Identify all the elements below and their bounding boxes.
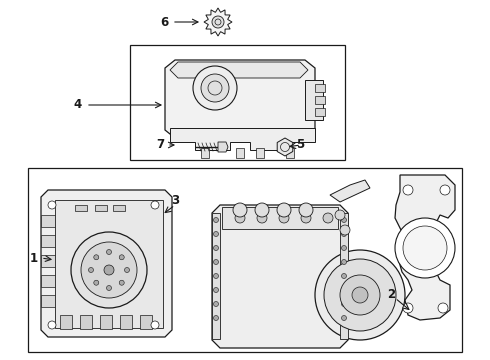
Circle shape (94, 255, 99, 260)
Circle shape (342, 288, 346, 292)
Bar (41, 215, 55, 227)
Circle shape (342, 274, 346, 279)
Circle shape (94, 280, 99, 285)
Circle shape (71, 232, 147, 308)
Text: 7: 7 (156, 139, 164, 152)
Polygon shape (218, 142, 228, 152)
Circle shape (342, 302, 346, 306)
Bar (55, 200, 163, 328)
Circle shape (89, 267, 94, 273)
Circle shape (342, 217, 346, 222)
Circle shape (214, 246, 219, 251)
Polygon shape (170, 62, 308, 78)
Circle shape (257, 213, 267, 223)
Circle shape (335, 210, 345, 220)
Circle shape (403, 226, 447, 270)
Circle shape (124, 267, 129, 273)
Bar (305, 80, 323, 120)
Circle shape (340, 225, 350, 235)
Circle shape (340, 275, 380, 315)
Circle shape (233, 203, 247, 217)
Bar (130, 45, 345, 160)
Polygon shape (165, 60, 315, 138)
Circle shape (214, 260, 219, 265)
Polygon shape (330, 180, 370, 202)
Circle shape (279, 213, 289, 223)
Circle shape (342, 315, 346, 320)
Circle shape (151, 201, 159, 209)
Bar (60, 315, 72, 329)
Bar (256, 148, 264, 158)
Bar (113, 205, 125, 211)
Bar (80, 315, 92, 329)
Bar (100, 315, 112, 329)
Bar (120, 315, 132, 329)
Circle shape (214, 302, 219, 306)
Bar (140, 315, 152, 329)
Circle shape (323, 213, 333, 223)
Circle shape (214, 315, 219, 320)
Text: 5: 5 (296, 139, 304, 152)
Circle shape (301, 213, 311, 223)
Circle shape (277, 203, 291, 217)
Bar (222, 207, 338, 229)
Circle shape (352, 287, 368, 303)
Circle shape (235, 213, 245, 223)
Circle shape (395, 218, 455, 278)
Circle shape (48, 321, 56, 329)
Bar (212, 213, 220, 339)
Bar (41, 275, 55, 287)
Polygon shape (395, 175, 455, 320)
Text: 4: 4 (74, 99, 82, 112)
Circle shape (214, 274, 219, 279)
Bar (236, 148, 244, 158)
Circle shape (324, 259, 396, 331)
Circle shape (214, 231, 219, 237)
Bar (315, 96, 325, 104)
Polygon shape (212, 205, 348, 348)
Circle shape (214, 217, 219, 222)
Bar (340, 213, 348, 339)
Circle shape (440, 185, 450, 195)
Circle shape (81, 242, 137, 298)
Text: 6: 6 (160, 15, 168, 28)
Polygon shape (41, 190, 172, 337)
Circle shape (214, 288, 219, 292)
Circle shape (201, 74, 229, 102)
Circle shape (119, 255, 124, 260)
Circle shape (106, 249, 112, 255)
Bar (286, 148, 294, 158)
Circle shape (119, 280, 124, 285)
Circle shape (342, 260, 346, 265)
Circle shape (438, 303, 448, 313)
Circle shape (255, 203, 269, 217)
Circle shape (342, 231, 346, 237)
Circle shape (151, 321, 159, 329)
Circle shape (48, 201, 56, 209)
Circle shape (315, 250, 405, 340)
Bar (315, 84, 325, 92)
Circle shape (403, 303, 413, 313)
Polygon shape (204, 8, 232, 36)
Bar (41, 255, 55, 267)
Circle shape (106, 285, 112, 291)
Polygon shape (170, 128, 315, 150)
Bar (41, 235, 55, 247)
Bar (75, 205, 87, 211)
Text: 2: 2 (387, 288, 395, 302)
Polygon shape (277, 138, 293, 156)
Text: 3: 3 (171, 194, 179, 207)
Bar (95, 205, 107, 211)
Circle shape (403, 185, 413, 195)
Circle shape (193, 66, 237, 110)
Text: 1: 1 (30, 252, 38, 265)
Circle shape (299, 203, 313, 217)
Bar (315, 108, 325, 116)
Circle shape (104, 265, 114, 275)
Bar (28, 168, 462, 352)
Bar (201, 148, 209, 158)
Circle shape (212, 16, 224, 28)
Bar (41, 295, 55, 307)
Circle shape (342, 246, 346, 251)
